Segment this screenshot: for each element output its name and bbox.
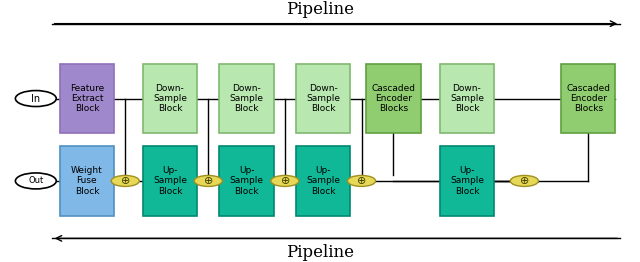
FancyBboxPatch shape [60,146,114,216]
Text: Down-
Sample
Block: Down- Sample Block [230,84,264,113]
Text: Up-
Sample
Block: Up- Sample Block [230,166,264,196]
FancyBboxPatch shape [561,64,615,134]
FancyBboxPatch shape [143,64,197,134]
Text: Feature
Extract
Block: Feature Extract Block [70,84,104,113]
Text: Up-
Sample
Block: Up- Sample Block [306,166,340,196]
Circle shape [510,176,538,187]
Text: Up-
Sample
Block: Up- Sample Block [450,166,484,196]
FancyBboxPatch shape [143,146,197,216]
FancyBboxPatch shape [220,64,274,134]
Text: Down-
Sample
Block: Down- Sample Block [450,84,484,113]
FancyBboxPatch shape [220,146,274,216]
Text: Up-
Sample
Block: Up- Sample Block [153,166,187,196]
Circle shape [15,91,56,107]
Circle shape [15,173,56,189]
Text: Pipeline: Pipeline [286,244,354,261]
Text: Weight
Fuse
Block: Weight Fuse Block [71,166,103,196]
Text: $\oplus$: $\oplus$ [120,176,131,187]
FancyBboxPatch shape [366,64,420,134]
Text: Pipeline: Pipeline [286,1,354,18]
Text: Down-
Sample
Block: Down- Sample Block [306,84,340,113]
Text: Cascaded
Encoder
Blocks: Cascaded Encoder Blocks [371,84,415,113]
Text: Cascaded
Encoder
Blocks: Cascaded Encoder Blocks [566,84,610,113]
Text: $\oplus$: $\oplus$ [356,176,367,187]
Text: $\oplus$: $\oplus$ [203,176,213,187]
Text: Out: Out [28,176,44,185]
Text: $\oplus$: $\oplus$ [519,176,529,187]
FancyBboxPatch shape [440,146,494,216]
Text: In: In [31,94,40,103]
Circle shape [348,176,376,187]
Text: $\oplus$: $\oplus$ [280,176,290,187]
FancyBboxPatch shape [296,146,350,216]
FancyBboxPatch shape [60,64,114,134]
Circle shape [111,176,140,187]
Circle shape [194,176,222,187]
Circle shape [271,176,299,187]
FancyBboxPatch shape [440,64,494,134]
FancyBboxPatch shape [296,64,350,134]
Text: Down-
Sample
Block: Down- Sample Block [153,84,187,113]
